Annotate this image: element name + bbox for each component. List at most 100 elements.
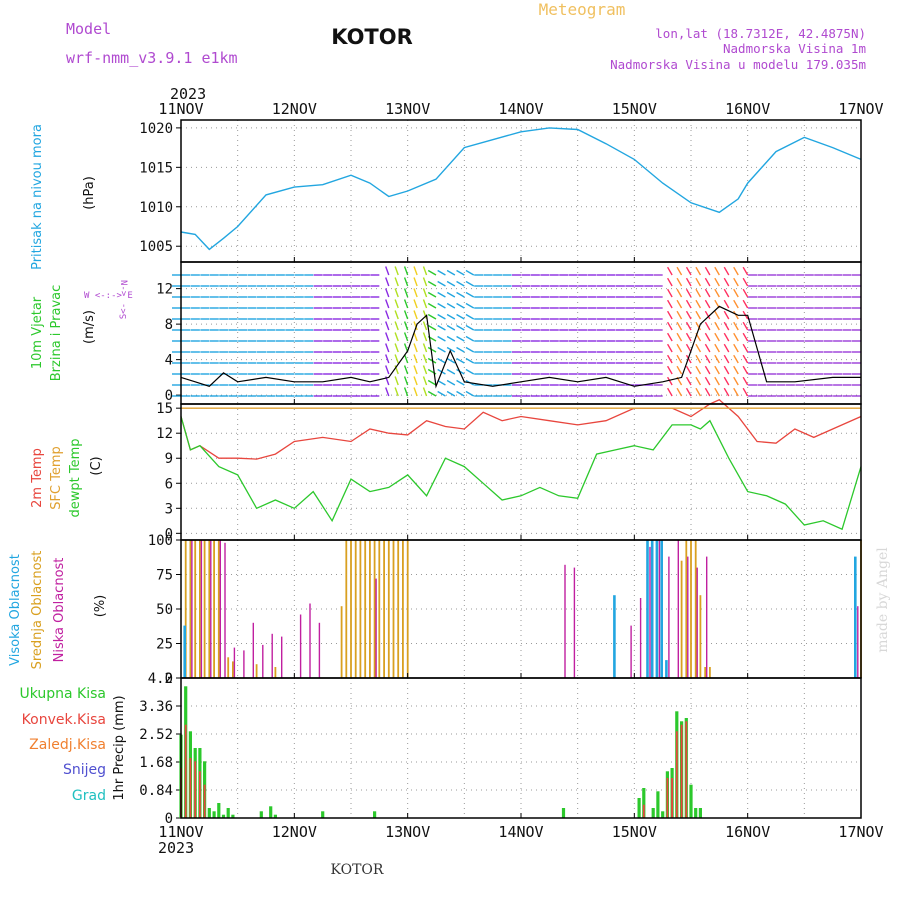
cloud-mid-bar [208, 540, 211, 678]
wind-arrow [437, 324, 446, 331]
wind-arrow [456, 346, 465, 353]
wind-arrow [704, 266, 711, 276]
precip-ytick-label-4: 3.36 [139, 699, 173, 715]
cloud-low-bar [191, 540, 193, 678]
cloud-mid-bar [694, 540, 697, 678]
cloud-mid-bar [392, 540, 395, 678]
cloud-mid-bar [184, 540, 187, 678]
precip-total-bar [642, 788, 646, 818]
wind-arrow [446, 390, 456, 397]
wind-arrow [437, 346, 446, 353]
wind-arrow [456, 280, 465, 287]
cloud-mid-bar [203, 540, 206, 678]
wind-arrow [704, 387, 711, 397]
precip-conv-bar [642, 804, 645, 818]
wind-arrow [723, 365, 730, 375]
temp-label-2: SFC Temp [49, 446, 64, 510]
wind-arrow [695, 266, 702, 276]
wind-arrow [723, 387, 730, 397]
wind-arrow [695, 376, 702, 386]
cloud-mid-bar [364, 540, 367, 678]
wind-arrow [446, 324, 456, 331]
precip-conv-bar [194, 761, 197, 818]
wind-arrow [676, 288, 683, 298]
wind-arrow [685, 354, 692, 364]
wind-arrow [676, 321, 683, 331]
wind-arrow [733, 266, 739, 276]
wind-arrow [465, 357, 475, 364]
wind-arrow [422, 343, 428, 353]
wind-arrow [403, 288, 409, 298]
precip-ytick-label-5: 4.2 [148, 671, 173, 687]
wind-arrow [413, 288, 418, 298]
model-name: wrf-nmm_v3.9.1 e1km [66, 49, 238, 67]
cloud-high-bar [650, 540, 654, 678]
wind-arrow [446, 346, 456, 353]
cloud-low-bar [677, 540, 679, 678]
wind-arrow [413, 310, 418, 320]
wind-arrow [676, 365, 683, 375]
wind-arrow [667, 310, 673, 320]
wind-arrow [676, 354, 683, 364]
chart-marks [179, 127, 862, 818]
wind-arrow [685, 310, 692, 320]
model-label: Model [66, 20, 111, 38]
temp-ytick-label-0: 0 [165, 526, 173, 542]
precip-total-bar [698, 808, 702, 818]
wind-arrow [667, 332, 673, 342]
cloud-low-bar [309, 603, 311, 678]
cloud-low-bar [219, 540, 221, 678]
wind-arrow [456, 269, 465, 276]
cloud-low-bar [668, 556, 670, 678]
pressure-unit: (hPa) [82, 176, 97, 210]
cloud-low-bar [262, 644, 264, 678]
precip-total-bar [321, 811, 325, 818]
cloud-mid-bar [354, 540, 357, 678]
wind-arrow [422, 266, 428, 276]
wind-arrow [667, 343, 673, 353]
precip-conv-bar [184, 724, 187, 818]
bottom-tick-label-2: 13NOV [385, 823, 430, 841]
wind-arrow [685, 299, 692, 309]
top-tick-label-2: 13NOV [385, 100, 430, 118]
wind-arrow [723, 310, 730, 320]
wind-arrow [394, 266, 399, 276]
wind-arrow [733, 365, 739, 375]
wind-arrow [733, 310, 739, 320]
cloud-mid-bar [402, 540, 404, 678]
precip-total-bar [637, 798, 641, 818]
wind-arrow [742, 332, 749, 342]
wind-arrow [394, 310, 399, 320]
wind-arrow [403, 266, 409, 276]
wind-arrow [723, 288, 730, 298]
wind-arrow [723, 299, 730, 309]
cloud-mid-bar [397, 540, 400, 678]
precip-ytick-label-3: 2.52 [139, 727, 173, 743]
wind-arrow [723, 376, 730, 386]
wind-arrow [394, 343, 399, 353]
wind-arrow [667, 277, 673, 287]
panel-y-axes: 1005101010151020048120369121502550751000… [139, 121, 181, 827]
wind-arrow [427, 324, 437, 331]
cloud-mid-bar [217, 540, 220, 678]
wind-arrow [676, 343, 683, 353]
wind-arrow [685, 365, 692, 375]
cloud-low-bar [696, 567, 698, 678]
wind-arrow [413, 277, 418, 287]
precip-total-bar [651, 808, 655, 818]
wind-arrow [437, 269, 446, 276]
wind-arrow [695, 387, 702, 397]
cloud-low-bar [564, 564, 566, 678]
wind-ytick-label-2: 8 [165, 317, 173, 333]
wind-arrow [723, 332, 730, 342]
wind-arrow [733, 277, 739, 287]
bottom-tick-label-3: 14NOV [498, 823, 543, 841]
dewpoint-line [180, 416, 862, 531]
wind-arrow [413, 376, 418, 386]
precip-total-bar [231, 814, 235, 818]
wind-arrow [667, 288, 673, 298]
cloud-mid-bar [227, 657, 230, 678]
wind-arrow [422, 299, 428, 309]
cloud-mid-bar [704, 667, 707, 678]
wind-arrow [667, 365, 673, 375]
